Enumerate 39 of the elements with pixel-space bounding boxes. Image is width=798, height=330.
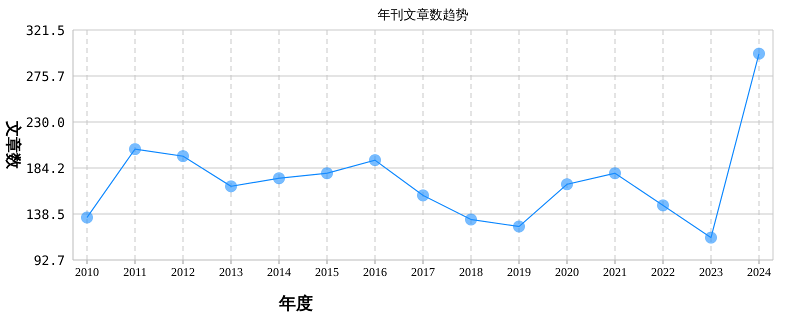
y-tick-label: 230.0 bbox=[26, 116, 65, 131]
point bbox=[369, 154, 381, 166]
x-tick-label: 2018 bbox=[459, 265, 483, 279]
point bbox=[417, 189, 429, 202]
point bbox=[465, 213, 477, 226]
y-tick-label: 321.5 bbox=[26, 24, 65, 39]
y-tick-label: 275.7 bbox=[26, 70, 65, 86]
x-tick-label: 2011 bbox=[123, 265, 147, 279]
x-tick-label: 2024 bbox=[747, 265, 771, 279]
y-tick-label: 138.5 bbox=[26, 208, 65, 223]
point bbox=[753, 48, 765, 60]
point bbox=[657, 199, 669, 212]
x-axis-title: 年度 bbox=[278, 294, 313, 313]
x-tick-label: 2023 bbox=[699, 265, 723, 279]
x-tick-label: 2014 bbox=[267, 265, 291, 279]
x-tick-label: 2016 bbox=[363, 265, 387, 279]
x-tick-label: 2012 bbox=[171, 265, 195, 279]
point bbox=[177, 150, 189, 162]
point bbox=[513, 220, 525, 233]
point bbox=[321, 167, 333, 180]
x-tick-label: 2019 bbox=[507, 265, 531, 279]
point bbox=[81, 211, 93, 224]
point bbox=[561, 178, 573, 190]
point bbox=[129, 143, 141, 156]
y-tick-label: 92.7 bbox=[34, 254, 65, 269]
y-axis-title: 文章数 bbox=[4, 120, 22, 170]
x-tick-label: 2022 bbox=[651, 265, 675, 279]
point bbox=[273, 172, 285, 184]
x-tick-label: 2013 bbox=[219, 265, 243, 279]
y-tick-label: 184.2 bbox=[26, 162, 65, 178]
x-tick-label: 2010 bbox=[75, 265, 99, 279]
point bbox=[705, 232, 717, 244]
x-tick-label: 2020 bbox=[555, 265, 579, 279]
x-tick-label: 2017 bbox=[411, 265, 435, 279]
point bbox=[609, 167, 621, 180]
point bbox=[225, 180, 237, 192]
x-tick-label: 2021 bbox=[603, 265, 627, 279]
chart-title: 年刊文章数趋势 bbox=[378, 7, 468, 22]
x-tick-label: 2015 bbox=[315, 265, 339, 279]
